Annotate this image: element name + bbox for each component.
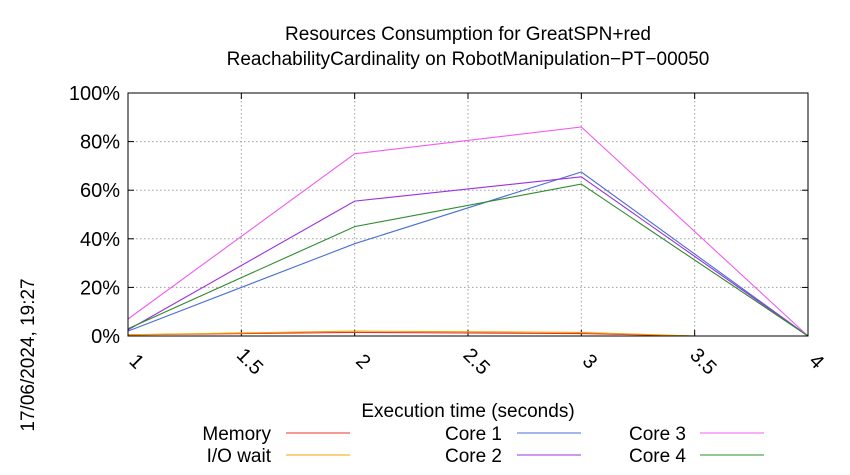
chart-title-line-1: Resources Consumption for GreatSPN+red <box>285 24 651 45</box>
legend-label: I/O wait <box>207 446 272 467</box>
series-line-core-4 <box>127 183 809 337</box>
y-axis-ticks: 0% 20% 40% 60% 80% 100% <box>69 83 808 348</box>
y-tick-label: 60% <box>80 180 120 202</box>
x-tick-label: 4 <box>805 350 828 373</box>
x-axis-label: Execution time (seconds) <box>361 401 574 422</box>
chart-title: Resources Consumption for GreatSPN+red R… <box>227 24 710 70</box>
legend-label: Core 4 <box>629 446 686 467</box>
x-tick-label: 2 <box>351 350 374 373</box>
chart-title-line-2: ReachabilityCardinality on RobotManipula… <box>227 49 710 70</box>
x-tick-label: 2.5 <box>459 344 494 379</box>
legend-label: Core 3 <box>629 424 686 445</box>
grid-lines <box>127 92 809 337</box>
x-tick-label: 1 <box>125 350 148 373</box>
plot-border <box>127 92 809 337</box>
y-tick-label: 80% <box>80 132 120 154</box>
y-tick-label: 0% <box>91 326 120 348</box>
y-tick-label: 20% <box>80 277 120 299</box>
x-tick-label: 1.5 <box>232 344 267 379</box>
series-line-core-2 <box>127 176 809 337</box>
legend-label: Core 1 <box>445 424 502 445</box>
series-line-core-1 <box>127 171 809 337</box>
series-line-core-3 <box>127 126 809 337</box>
y-tick-label: 40% <box>80 229 120 251</box>
x-tick-label: 3 <box>578 350 601 373</box>
legend-label: Core 2 <box>445 446 502 467</box>
x-tick-label: 3.5 <box>685 344 720 379</box>
timestamp-label: 17/06/2024, 19:27 <box>18 278 39 431</box>
legend-label: Memory <box>202 424 271 445</box>
y-tick-label: 100% <box>69 83 120 105</box>
